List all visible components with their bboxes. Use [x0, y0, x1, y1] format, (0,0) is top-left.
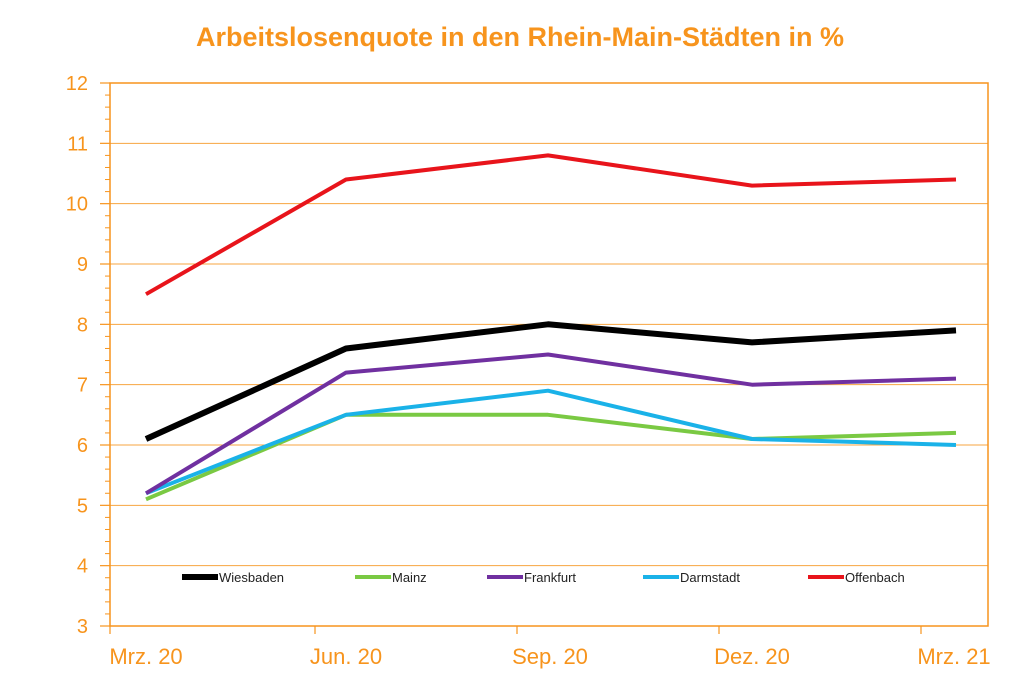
y-tick-label: 11	[67, 133, 88, 155]
legend-label-darmstadt: Darmstadt	[680, 570, 740, 585]
y-tick-label: 3	[77, 616, 88, 638]
legend-label-offenbach: Offenbach	[845, 570, 905, 585]
x-tick-label: Sep. 20	[512, 644, 588, 669]
y-tick-label: 5	[77, 495, 88, 517]
legend-label-wiesbaden: Wiesbaden	[219, 570, 284, 585]
chart-title: Arbeitslosenquote in den Rhein-Main-Städ…	[196, 22, 844, 52]
y-tick-label: 9	[77, 254, 88, 276]
y-tick-label: 12	[66, 73, 88, 95]
y-tick-label: 7	[77, 375, 88, 397]
legend: Wiesbaden Mainz Frankfurt Darmstadt Offenbac…	[182, 570, 905, 585]
y-tick-label: 4	[77, 556, 88, 578]
x-tick-label: Mrz. 20	[109, 644, 182, 669]
legend-label-frankfurt: Frankfurt	[524, 570, 576, 585]
series-line-offenbach	[145, 153, 957, 296]
y-tick-label: 8	[77, 314, 88, 336]
series-line-mainz	[145, 412, 957, 502]
legend-label-mainz: Mainz	[392, 570, 427, 585]
x-tick-label: Jun. 20	[310, 644, 382, 669]
plot-area-frame	[109, 82, 989, 627]
series-line-frankfurt	[144, 352, 957, 496]
y-tick-label: 6	[77, 435, 88, 457]
series-lines	[144, 153, 957, 502]
series-line-darmstadt	[145, 388, 957, 496]
x-tick-label: Mrz. 21	[917, 644, 990, 669]
x-tick-label: Dez. 20	[714, 644, 790, 669]
y-tick-label: 10	[66, 194, 88, 216]
series-line-wiesbaden	[144, 321, 957, 442]
axes: 3 4 5 6 7 8 9 10 11 12 Mrz. 20 Jun. 20 Sep. 20 Dez. 2…	[66, 73, 991, 669]
